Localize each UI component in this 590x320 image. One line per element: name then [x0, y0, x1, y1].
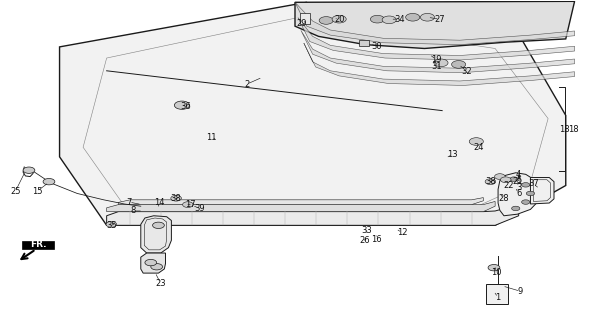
Text: 13: 13 [447, 150, 458, 159]
Text: 17: 17 [185, 200, 195, 209]
Text: 30: 30 [371, 42, 382, 52]
Text: 39: 39 [194, 204, 205, 213]
Circle shape [510, 177, 518, 181]
Text: 32: 32 [461, 67, 472, 76]
Text: FR.: FR. [30, 240, 47, 249]
Text: 18: 18 [568, 125, 579, 134]
Text: 20: 20 [334, 15, 345, 24]
Circle shape [526, 191, 535, 196]
Circle shape [23, 167, 35, 173]
Polygon shape [300, 13, 310, 24]
Circle shape [171, 196, 181, 201]
Text: 35: 35 [106, 221, 117, 230]
Circle shape [494, 174, 505, 180]
Text: 28: 28 [499, 194, 509, 204]
Polygon shape [60, 2, 566, 225]
Circle shape [434, 59, 448, 67]
Circle shape [174, 101, 189, 109]
Text: 19: 19 [431, 55, 441, 64]
Text: 25: 25 [10, 187, 21, 196]
Circle shape [451, 60, 466, 68]
Polygon shape [107, 201, 495, 212]
Circle shape [522, 183, 530, 187]
Text: 29: 29 [297, 19, 307, 28]
Text: 4: 4 [516, 170, 522, 179]
Text: 7: 7 [126, 197, 132, 206]
Circle shape [420, 13, 434, 21]
Polygon shape [530, 178, 554, 204]
Circle shape [382, 16, 396, 24]
Text: 31: 31 [431, 62, 441, 71]
Circle shape [500, 177, 511, 183]
Polygon shape [141, 253, 166, 273]
Text: 34: 34 [395, 15, 405, 24]
Circle shape [319, 17, 333, 24]
Text: 22: 22 [503, 181, 514, 190]
Circle shape [522, 200, 530, 204]
Circle shape [151, 264, 163, 270]
Circle shape [106, 221, 117, 227]
Circle shape [43, 179, 55, 185]
Text: 24: 24 [473, 143, 484, 152]
Text: 6: 6 [516, 189, 522, 198]
Text: 21: 21 [512, 177, 523, 186]
Text: 9: 9 [518, 287, 523, 296]
Text: 12: 12 [397, 228, 407, 237]
Polygon shape [498, 173, 537, 216]
Polygon shape [298, 18, 575, 60]
Polygon shape [486, 284, 508, 304]
Text: 38: 38 [171, 194, 182, 204]
Circle shape [145, 260, 157, 266]
Polygon shape [119, 197, 483, 204]
Text: 14: 14 [155, 197, 165, 206]
Text: 37: 37 [528, 180, 539, 188]
Text: 15: 15 [32, 187, 42, 196]
FancyBboxPatch shape [22, 241, 54, 249]
Polygon shape [301, 30, 575, 73]
Text: 1: 1 [496, 293, 501, 302]
Text: 16: 16 [371, 235, 382, 244]
Circle shape [469, 138, 483, 145]
Polygon shape [359, 40, 369, 46]
Circle shape [512, 206, 520, 211]
Text: 33: 33 [362, 226, 372, 235]
Text: 18: 18 [559, 125, 570, 134]
Polygon shape [295, 2, 575, 45]
Text: 11: 11 [206, 132, 217, 141]
Polygon shape [107, 204, 519, 225]
Circle shape [371, 15, 385, 23]
Text: 36: 36 [181, 102, 192, 111]
Text: 23: 23 [156, 279, 166, 288]
Text: 10: 10 [491, 268, 502, 277]
Text: 8: 8 [130, 206, 136, 215]
Text: 27: 27 [434, 15, 445, 24]
Text: 26: 26 [359, 236, 370, 245]
Circle shape [488, 265, 500, 271]
Polygon shape [304, 43, 575, 85]
Text: 2: 2 [244, 80, 250, 89]
Circle shape [406, 13, 420, 21]
Text: 38: 38 [485, 177, 496, 186]
Polygon shape [295, 1, 575, 49]
Circle shape [332, 15, 346, 23]
Circle shape [485, 179, 496, 185]
Circle shape [153, 222, 165, 228]
Text: 3: 3 [516, 183, 522, 192]
Polygon shape [141, 216, 171, 253]
Circle shape [182, 202, 193, 207]
Text: 5: 5 [516, 176, 522, 185]
